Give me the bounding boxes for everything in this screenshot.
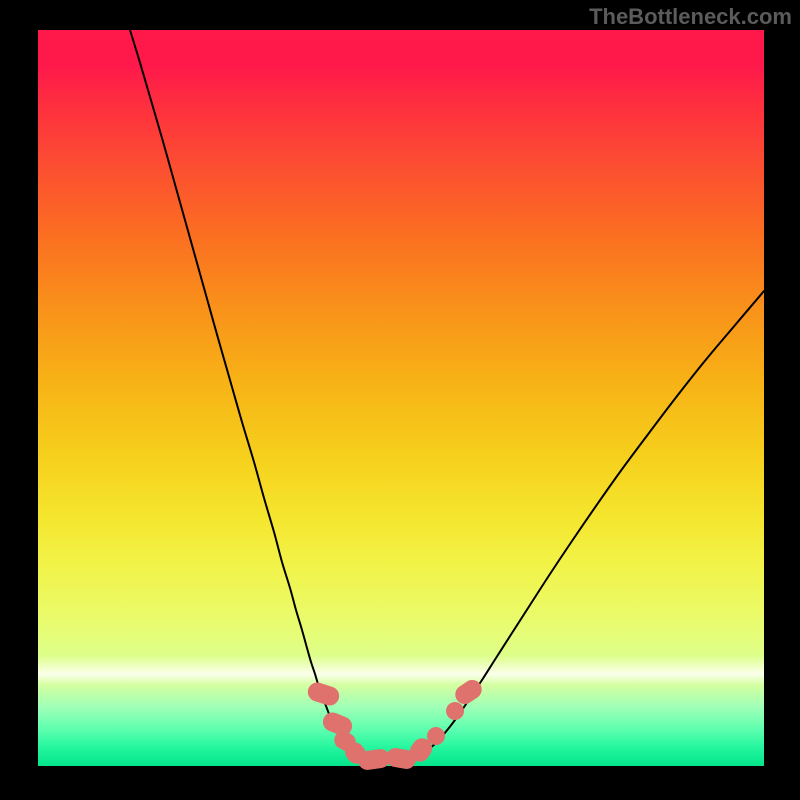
data-marker bbox=[305, 680, 341, 708]
marker-layer bbox=[0, 0, 800, 800]
chart-frame: TheBottleneck.com bbox=[0, 0, 800, 800]
watermark-text: TheBottleneck.com bbox=[589, 4, 792, 30]
